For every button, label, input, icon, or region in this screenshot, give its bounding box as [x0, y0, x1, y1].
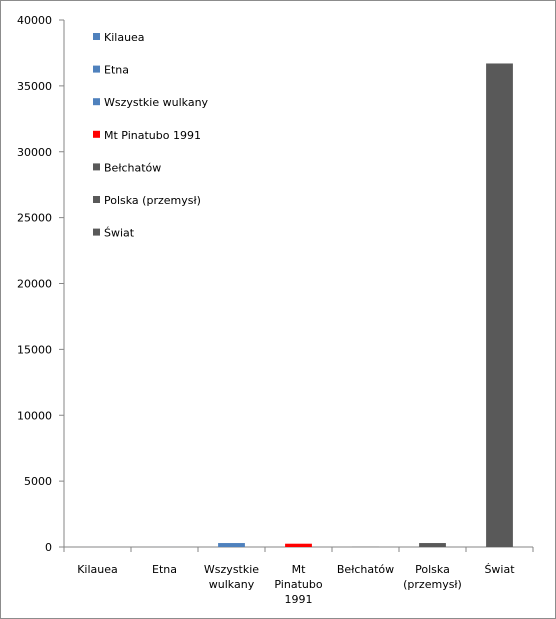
x-category-label: Bełchatów — [337, 563, 394, 576]
legend-swatch — [93, 196, 100, 203]
y-tick-label: 0 — [45, 541, 52, 554]
legend-swatch — [93, 130, 100, 138]
legend-swatch — [93, 65, 100, 73]
legend-label: Wszystkie wulkany — [104, 96, 209, 109]
legend-label: Mt Pinatubo 1991 — [104, 129, 201, 142]
y-tick-label: 10000 — [17, 409, 52, 422]
legend-label: Polska (przemysł) — [104, 194, 201, 207]
legend-label: Bełchatów — [104, 161, 161, 174]
y-tick-label: 5000 — [24, 475, 52, 488]
bar-6 — [419, 543, 446, 547]
y-tick-label: 25000 — [17, 212, 52, 225]
legend-swatch — [93, 98, 100, 106]
bar-7 — [486, 63, 513, 547]
y-tick-label: 30000 — [17, 146, 52, 159]
x-category-label: Kilauea — [77, 563, 118, 576]
y-tick-label: 15000 — [17, 343, 52, 356]
x-category-label: Etna — [152, 563, 177, 576]
y-tick-label: 40000 — [17, 14, 52, 27]
y-tick-label: 20000 — [17, 278, 52, 291]
legend-label: Świat — [104, 227, 135, 240]
legend-swatch — [93, 163, 100, 171]
bar-4 — [285, 543, 312, 547]
y-tick-label: 35000 — [17, 80, 52, 93]
x-category-label: Świat — [484, 563, 515, 576]
x-category-label: Mt Pinatubo 1991 — [274, 563, 322, 606]
bar-3 — [218, 543, 245, 547]
legend-label: Etna — [104, 64, 129, 77]
x-category-label: Polska (przemysł) — [403, 563, 462, 591]
legend-swatch — [93, 228, 100, 236]
legend-swatch — [93, 33, 100, 40]
x-category-label: Wszystkie wulkany — [204, 563, 259, 591]
legend-label: Kilauea — [104, 31, 145, 44]
